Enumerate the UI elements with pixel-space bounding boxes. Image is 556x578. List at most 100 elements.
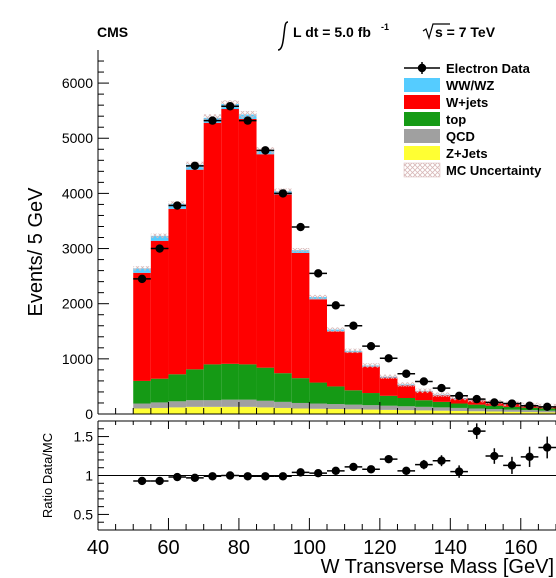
ratio-y-tick-label-1: 1: [85, 468, 93, 484]
bar-wwwz-55: [150, 235, 169, 241]
energy-text: s = 7 TeV: [435, 24, 496, 40]
x-tick-label-40: 40: [87, 537, 109, 559]
bar-top-145: [467, 404, 486, 409]
data-point-50: [137, 274, 147, 284]
legend-item-ww-wz: WW/WZ: [404, 78, 494, 93]
y-tick-label-1000: 1000: [62, 351, 93, 367]
data-point-80: [243, 116, 252, 125]
main-axes: 0 1000 2000 3000 4000 5000 6000: [62, 50, 556, 422]
ratio-y-tick-label-1.5: 1.5: [74, 429, 94, 445]
bar-zjets-105: [327, 409, 345, 414]
ratio-point-122.5: [384, 454, 393, 464]
bar-top-130: [415, 400, 433, 407]
bar-qcd-135: [432, 407, 451, 411]
data-point-140: [454, 391, 464, 400]
bar-wjets-60: [168, 208, 187, 375]
legend-label: QCD: [446, 129, 475, 144]
ratio-point-127.5: [402, 466, 411, 476]
experiment-label: CMS: [97, 24, 128, 40]
x-tick-label-160: 160: [504, 537, 537, 559]
bar-wjets-135: [432, 395, 451, 402]
bar-qcd-160: [520, 410, 539, 413]
ratio-point-62.5: [173, 472, 182, 482]
bar-zjets-130: [415, 410, 433, 414]
luminosity-label: L dt = 5.0 fb -1: [277, 21, 389, 51]
mc-uncertainty-115: [362, 363, 380, 368]
mc-uncertainty-100: [309, 294, 327, 300]
data-point-55: [155, 244, 164, 253]
data-point-165: [542, 402, 552, 412]
bar-wjets-90: [274, 194, 292, 374]
bar-qcd-150: [485, 409, 504, 412]
bar-zjets-125: [397, 410, 416, 414]
data-point-75: [225, 102, 235, 111]
data-point-65: [190, 161, 200, 171]
legend-item-top: top: [404, 112, 466, 127]
bar-qcd-95: [291, 402, 310, 409]
mc-uncertainty-50: [133, 266, 151, 271]
bar-qcd-115: [362, 405, 380, 410]
legend-swatch: [403, 162, 441, 178]
ratio-point-52.5: [137, 476, 147, 486]
ratio-point-157.5: [507, 461, 517, 470]
bar-zjets-120: [379, 409, 398, 414]
ratio-point-147.5: [472, 426, 481, 436]
data-point-90: [278, 189, 288, 198]
legend-label: W+jets: [446, 95, 488, 110]
legend-item-qcd: QCD: [404, 129, 475, 144]
bar-top-105: [327, 386, 345, 405]
ratio-panel: 0.511.540 60 80 100 120 140 160 Ratio Data/MC …: [40, 420, 556, 578]
bar-top-75: [221, 363, 239, 400]
y-tick-label-2000: 2000: [62, 296, 93, 312]
mc-uncertainty-95: [291, 247, 310, 253]
ratio-point-112.5: [349, 462, 358, 472]
bar-zjets-115: [362, 409, 380, 414]
x-tick-label-140: 140: [434, 537, 467, 559]
bar-wjets-80: [238, 118, 257, 365]
data-point-160: [525, 401, 534, 410]
bar-top-150: [485, 405, 504, 410]
bar-top-55: [150, 378, 169, 403]
bar-zjets-50: [133, 408, 151, 414]
bar-top-100: [309, 382, 327, 404]
mc-uncertainty-130: [415, 388, 433, 394]
bar-qcd-120: [379, 405, 398, 410]
ratio-points: [133, 423, 556, 486]
ratio-y-axis-label: Ratio Data/MC: [40, 433, 55, 518]
bar-wjets-50: [133, 272, 151, 381]
ratio-point-167.5: [542, 443, 552, 452]
bar-top-125: [397, 398, 416, 407]
data-point-60: [173, 201, 182, 210]
energy-label: s = 7 TeV: [422, 23, 496, 41]
ratio-point-142.5: [454, 467, 464, 476]
bar-qcd-80: [238, 399, 257, 407]
legend-item-electron-data: Electron Data: [404, 61, 531, 76]
bar-top-135: [432, 401, 451, 408]
bar-qcd-90: [274, 401, 292, 408]
bar-zjets-135: [432, 410, 451, 414]
bar-top-110: [344, 390, 363, 405]
bar-qcd-60: [168, 401, 187, 408]
ratio-point-77.5: [225, 471, 235, 480]
luminosity-text: L dt = 5.0 fb: [293, 24, 371, 40]
ratio-point-162.5: [525, 452, 534, 462]
mc-uncertainty-110: [344, 348, 363, 354]
x-tick-label-100: 100: [293, 537, 326, 559]
bar-top-90: [274, 373, 292, 402]
bar-wjets-125: [397, 385, 416, 399]
bar-qcd-125: [397, 406, 416, 411]
data-point-115: [366, 341, 376, 351]
bar-qcd-65: [186, 400, 204, 407]
ratio-y-tick-label-0.5: 0.5: [74, 506, 94, 522]
bar-top-85: [256, 367, 275, 401]
data-layer: [133, 102, 556, 412]
bar-top-70: [203, 364, 222, 401]
bar-qcd-50: [133, 403, 151, 409]
bar-zjets-165: [538, 412, 556, 414]
data-point-110: [349, 321, 358, 330]
bar-zjets-100: [309, 408, 327, 414]
ratio-point-117.5: [366, 465, 376, 474]
data-point-85: [261, 146, 270, 155]
legend-item-w-jets: W+jets: [404, 95, 488, 110]
